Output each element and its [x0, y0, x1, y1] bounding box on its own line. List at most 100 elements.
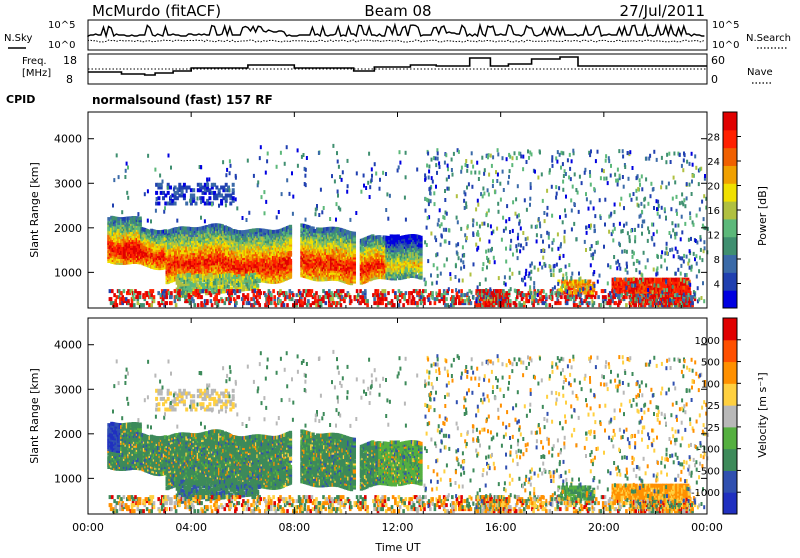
data-cell [288, 268, 293, 273]
data-cell [230, 254, 234, 259]
data-cell [307, 225, 311, 230]
data-cell [128, 260, 132, 265]
data-cell [332, 230, 337, 235]
data-cell [177, 285, 181, 290]
data-cell [419, 261, 423, 266]
data-cell [305, 230, 310, 235]
data-cell [349, 281, 354, 286]
data-cell [257, 274, 261, 279]
data-cell [180, 273, 184, 278]
data-cell [406, 274, 410, 279]
data-cell [330, 274, 334, 279]
data-cell [352, 255, 356, 260]
data-cell [271, 240, 276, 244]
data-cell [352, 247, 356, 252]
data-cell [281, 253, 285, 258]
data-cell [180, 278, 184, 283]
data-cell [178, 280, 182, 285]
data-cell [179, 238, 183, 243]
data-cell [270, 254, 274, 258]
data-cell [331, 252, 335, 257]
data-cell [352, 241, 356, 246]
data-cell [237, 246, 241, 251]
noise-left-tick-low: 10^0 [48, 40, 75, 51]
data-cell [183, 275, 187, 280]
data-cell [419, 249, 423, 254]
data-cell [352, 279, 356, 284]
data-cell [419, 267, 423, 272]
data-cell [288, 226, 293, 231]
data-cell [287, 255, 291, 260]
data-cell [288, 272, 293, 277]
data-cell [288, 238, 293, 243]
data-cell [419, 257, 423, 262]
data-cell [193, 259, 198, 264]
data-cell [413, 272, 417, 277]
data-cell [183, 288, 187, 293]
data-cell [308, 259, 312, 264]
data-cell [181, 282, 185, 287]
data-cell [311, 226, 315, 231]
freq-tick-high: 18 [63, 54, 77, 67]
freq-label-line2: [MHz] [22, 68, 51, 79]
beam-title: Beam 08 [364, 2, 431, 20]
data-cell [331, 226, 335, 231]
data-cell [186, 230, 190, 235]
data-cell [279, 273, 283, 277]
noise-sky-label: N.Sky [4, 33, 32, 44]
data-cell [352, 275, 356, 280]
data-cell [108, 225, 112, 230]
data-cell [288, 252, 293, 257]
data-cell [340, 266, 344, 271]
data-cell [331, 238, 335, 243]
data-cell [352, 259, 356, 264]
power-heatmap [107, 143, 709, 308]
data-cell [138, 224, 142, 229]
data-cell [419, 265, 423, 270]
data-cell [155, 260, 159, 264]
data-cell [180, 293, 184, 298]
data-cell [419, 247, 423, 252]
data-cell [352, 269, 356, 274]
data-cell [288, 274, 293, 279]
data-cell [173, 201, 177, 206]
data-cell [409, 240, 413, 244]
data-cell [352, 263, 356, 268]
data-cell [256, 262, 260, 267]
data-cell [183, 291, 187, 296]
noise-panel: N.Sky 10^5 10^0 10^5 10^0 N.Search [4, 19, 791, 51]
data-cell [288, 244, 293, 249]
data-cell [419, 263, 423, 268]
data-cell [352, 245, 356, 250]
data-cell [403, 275, 407, 279]
data-cell [192, 253, 196, 258]
data-cell [352, 231, 356, 236]
data-cell [181, 284, 185, 289]
freq-label-line1: Freq. [22, 56, 47, 67]
data-cell [120, 261, 124, 265]
data-cell [419, 273, 423, 278]
data-cell [419, 259, 423, 264]
cpid-mode-text: normalsound (fast) 157 RF [92, 93, 273, 107]
data-cell [288, 262, 293, 267]
data-cell [266, 245, 270, 250]
data-cell [378, 235, 382, 239]
data-cell [419, 269, 423, 274]
data-cell [419, 251, 423, 256]
data-cell [288, 260, 293, 265]
data-cell [419, 243, 423, 248]
data-cell [352, 249, 356, 254]
data-cell [328, 246, 332, 251]
data-cell [169, 256, 173, 261]
data-cell [419, 271, 423, 276]
data-cell [331, 272, 335, 277]
nave-tick-low: 0 [711, 73, 718, 86]
nave-label: Nave [747, 67, 773, 78]
data-cell [321, 241, 325, 246]
data-cell [419, 275, 423, 280]
data-cell [138, 222, 142, 227]
data-cell [188, 272, 192, 277]
data-cell [157, 196, 161, 201]
